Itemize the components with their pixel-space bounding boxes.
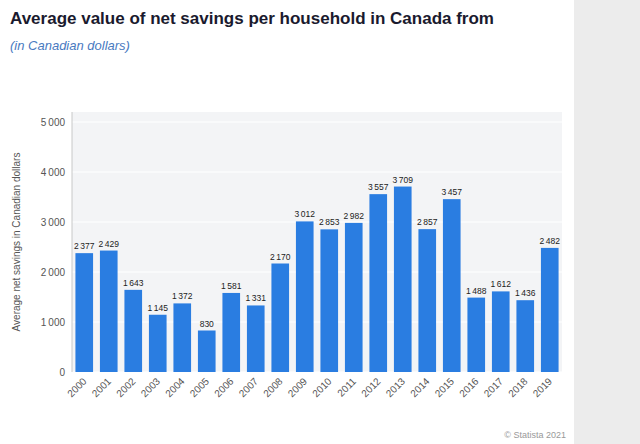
y-axis-line (72, 112, 73, 372)
data-label: 3 457 (441, 187, 462, 197)
data-label: 1 145 (147, 303, 168, 313)
plot-background (72, 112, 562, 372)
y-axis: 0 1 000 2 000 3 000 4 000 5 000 (41, 117, 562, 378)
bar (149, 315, 167, 372)
data-label: 1 581 (221, 281, 242, 291)
x-tick-label: 2019 (531, 375, 555, 399)
y-axis-label: Average net savings in Canadian dollars (11, 153, 22, 332)
x-tick-label: 2017 (482, 375, 506, 399)
data-label: 2 429 (98, 239, 119, 249)
sidebar (574, 0, 640, 444)
data-label: 1 488 (466, 286, 487, 296)
x-tick-label: 2007 (237, 375, 261, 399)
bar (418, 229, 436, 372)
annotation: © Statista 2021 (504, 430, 566, 440)
subtitle: (in Canadian dollars) (10, 38, 130, 53)
bar (75, 253, 93, 372)
bar (345, 223, 363, 372)
x-tick-label: 2010 (310, 375, 334, 399)
data-label: 3 012 (294, 209, 315, 219)
bar (492, 291, 510, 372)
x-tick-label: 2009 (286, 375, 310, 399)
x-tick-label: 2014 (408, 375, 432, 399)
data-label: 2 170 (270, 252, 291, 262)
x-tick-label: 2001 (90, 375, 114, 399)
y-tick-label: 1 000 (41, 317, 66, 328)
data-label: 1 372 (172, 291, 193, 301)
y-tick-label: 5 000 (41, 117, 66, 128)
grid-line (72, 171, 562, 172)
x-axis: 2000200120022003200420052006200720082009… (65, 375, 554, 399)
grid-line (72, 271, 562, 272)
x-tick-label: 2016 (457, 375, 481, 399)
bar (369, 194, 387, 372)
bar (222, 293, 240, 372)
bar (247, 305, 265, 372)
bar (443, 199, 461, 372)
bar (296, 221, 314, 372)
data-label: 1 643 (123, 278, 144, 288)
x-tick-label: 2006 (212, 375, 236, 399)
y-tick-label: 2 000 (41, 267, 66, 278)
bar (198, 331, 216, 373)
data-label: 2 377 (74, 241, 95, 251)
x-tick-label: 2012 (359, 375, 383, 399)
data-label: 1 436 (515, 288, 536, 298)
y-tick-label: 0 (59, 367, 65, 378)
bar (467, 298, 485, 372)
chart: Average value of net savings per househo… (0, 0, 640, 444)
bar (516, 300, 534, 372)
x-tick-label: 2004 (163, 375, 187, 399)
data-label: 2 982 (343, 211, 364, 221)
x-tick-label: 2003 (139, 375, 163, 399)
x-tick-label: 2000 (65, 375, 89, 399)
bar (320, 229, 338, 372)
data-label: 3 557 (368, 182, 389, 192)
bar (100, 251, 118, 372)
grid-line (72, 321, 562, 322)
x-tick-label: 2011 (335, 375, 358, 398)
x-tick-label: 2013 (384, 375, 408, 399)
data-label: 1 612 (490, 279, 511, 289)
data-label: 2 482 (539, 236, 560, 246)
data-label: 3 709 (392, 175, 413, 185)
bar (124, 290, 142, 372)
data-label: 2 853 (319, 217, 340, 227)
grid-line (72, 371, 562, 372)
grid-line (72, 221, 562, 222)
title: Average value of net savings per househo… (10, 9, 494, 28)
y-tick-label: 4 000 (41, 167, 66, 178)
data-labels: 2 3772 429 1 643 1 145 1 372 830 1 5811 331 2 … (74, 175, 560, 329)
bar (394, 187, 412, 372)
x-tick-label: 2002 (114, 375, 138, 399)
data-label: 1 331 (245, 293, 266, 303)
bar (173, 303, 191, 372)
y-tick-label: 3 000 (41, 217, 66, 228)
grid-line (72, 121, 562, 122)
data-label: 830 (200, 319, 214, 329)
x-tick-label: 2015 (433, 375, 457, 399)
data-label: 2 857 (417, 217, 438, 227)
x-tick-label: 2005 (188, 375, 212, 399)
bar (541, 248, 559, 372)
x-tick-label: 2018 (506, 375, 530, 399)
x-tick-label: 2008 (261, 375, 285, 399)
bars (75, 187, 558, 372)
bar (271, 264, 289, 373)
